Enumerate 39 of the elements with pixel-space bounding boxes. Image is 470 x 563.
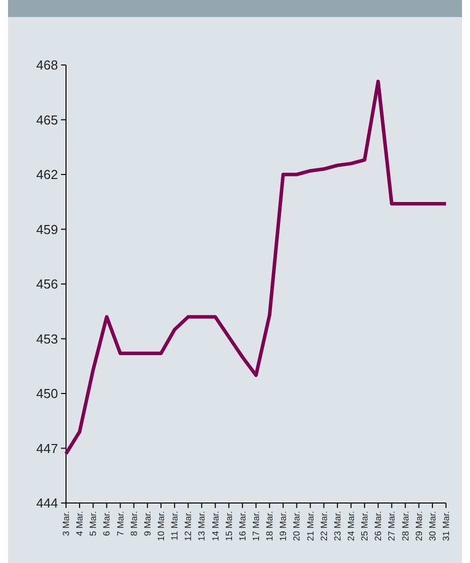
y-tick-label: 450 xyxy=(36,386,58,402)
x-tick-label: 8 Mar. xyxy=(128,511,139,536)
x-tick-label: 22 Mar. xyxy=(318,511,329,542)
x-tick-label: 16 Mar. xyxy=(237,511,248,542)
x-tick-label: 3 Mar. xyxy=(61,511,71,536)
y-tick-label: 444 xyxy=(36,496,58,511)
x-tick-label: 7 Mar. xyxy=(115,511,126,536)
x-tick-label: 17 Mar. xyxy=(251,511,261,542)
x-tick-label: 31 Mar. xyxy=(441,511,451,542)
x-tick-label: 9 Mar. xyxy=(142,511,152,536)
line-series xyxy=(64,80,448,456)
x-tick-label: 5 Mar. xyxy=(88,511,98,536)
y-tick-label: 459 xyxy=(36,222,58,237)
x-tick-label: 14 Mar. xyxy=(210,511,220,542)
x-tick-label: 6 Mar. xyxy=(102,511,112,536)
y-tick-label: 468 xyxy=(36,58,58,73)
x-tick-label: 10 Mar. xyxy=(156,511,166,542)
x-tick-label: 28 Mar. xyxy=(400,511,410,542)
x-tick-label: 25 Mar. xyxy=(360,511,370,542)
y-tick-label: 462 xyxy=(36,167,58,182)
y-tick-label: 447 xyxy=(36,440,58,456)
x-tick-label: 24 Mar. xyxy=(346,511,356,542)
x-tick-label: 13 Mar. xyxy=(196,511,207,542)
x-tick-label: 29 Mar. xyxy=(414,511,424,542)
x-tick-label: 15 Mar. xyxy=(224,511,234,542)
y-tick-label: 456 xyxy=(36,276,58,292)
x-tick-label: 11 Mar. xyxy=(170,511,180,540)
x-tick-label: 4 Mar. xyxy=(74,511,85,536)
x-tick-label: 12 Mar. xyxy=(183,511,194,542)
y-tick-label: 453 xyxy=(36,331,58,346)
x-tick-label: 26 Mar. xyxy=(373,511,384,542)
x-tick-label: 23 Mar. xyxy=(332,511,342,542)
x-tick-label: 19 Mar. xyxy=(278,511,288,542)
x-tick-label: 30 Mar. xyxy=(427,511,438,542)
y-tick-label: 465 xyxy=(36,112,58,128)
x-tick-label: 27 Mar. xyxy=(386,511,397,542)
x-tick-label: 20 Mar. xyxy=(292,511,302,542)
x-tick-label: 21 Mar. xyxy=(305,511,316,542)
x-tick-label: 18 Mar. xyxy=(264,511,275,542)
